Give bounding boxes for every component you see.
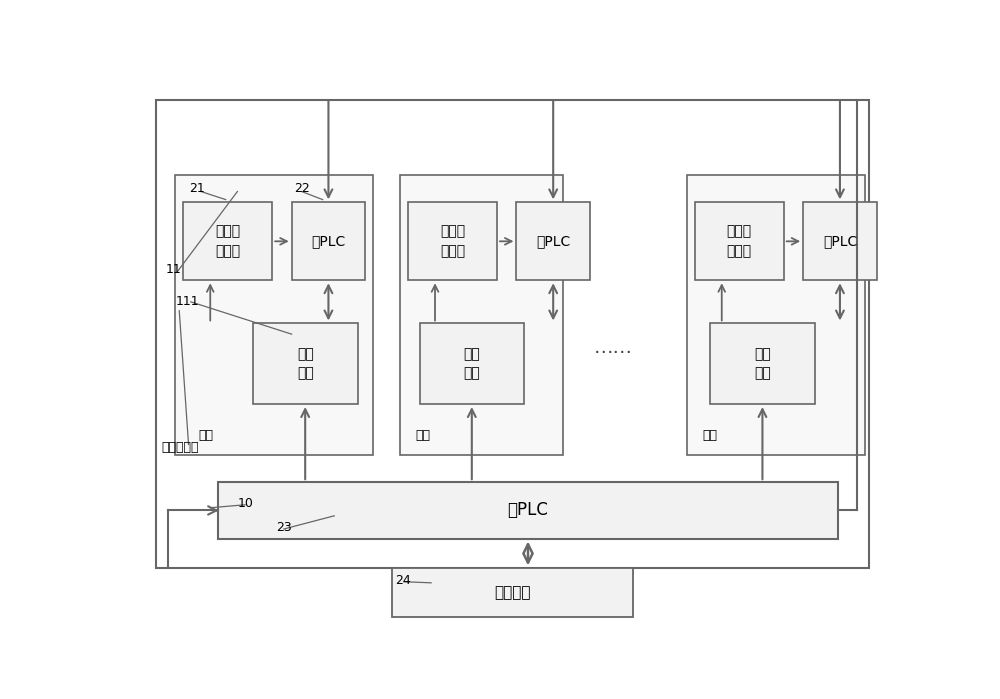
Bar xyxy=(292,202,365,280)
Text: 22: 22 xyxy=(294,182,310,195)
Text: 雷管生产线: 雷管生产线 xyxy=(161,440,199,454)
Bar xyxy=(253,324,358,404)
Text: 生产
设备: 生产 设备 xyxy=(463,347,480,380)
Text: 24: 24 xyxy=(395,574,410,587)
Bar xyxy=(408,202,497,280)
Text: 监控主机: 监控主机 xyxy=(494,585,531,600)
Bar xyxy=(183,202,272,280)
Text: 子PLC: 子PLC xyxy=(311,234,346,248)
Text: 工位: 工位 xyxy=(416,428,431,442)
Text: 111: 111 xyxy=(176,296,200,308)
Text: 生产
设备: 生产 设备 xyxy=(297,347,314,380)
Bar xyxy=(156,100,869,568)
Bar xyxy=(392,568,633,617)
Text: 状态传
感器组: 状态传 感器组 xyxy=(440,224,465,258)
Bar xyxy=(803,202,877,280)
Bar xyxy=(687,175,865,455)
Text: 工位: 工位 xyxy=(199,428,214,442)
Text: ……: …… xyxy=(594,338,633,357)
Bar xyxy=(218,482,838,539)
Bar xyxy=(420,324,524,404)
Bar xyxy=(175,175,373,455)
Text: 21: 21 xyxy=(189,182,205,195)
Bar xyxy=(710,324,815,404)
Bar xyxy=(695,202,784,280)
Bar xyxy=(516,202,590,280)
Text: 工位: 工位 xyxy=(702,428,717,442)
Text: 子PLC: 子PLC xyxy=(823,234,857,248)
Text: 状态传
感器组: 状态传 感器组 xyxy=(215,224,240,258)
Text: 11: 11 xyxy=(165,263,181,276)
Text: 10: 10 xyxy=(237,497,253,510)
Text: 生产
设备: 生产 设备 xyxy=(754,347,771,380)
Text: 状态传
感器组: 状态传 感器组 xyxy=(727,224,752,258)
Text: 23: 23 xyxy=(276,521,292,535)
Text: 主PLC: 主PLC xyxy=(508,501,548,519)
Text: 子PLC: 子PLC xyxy=(536,234,570,248)
Bar xyxy=(400,175,563,455)
